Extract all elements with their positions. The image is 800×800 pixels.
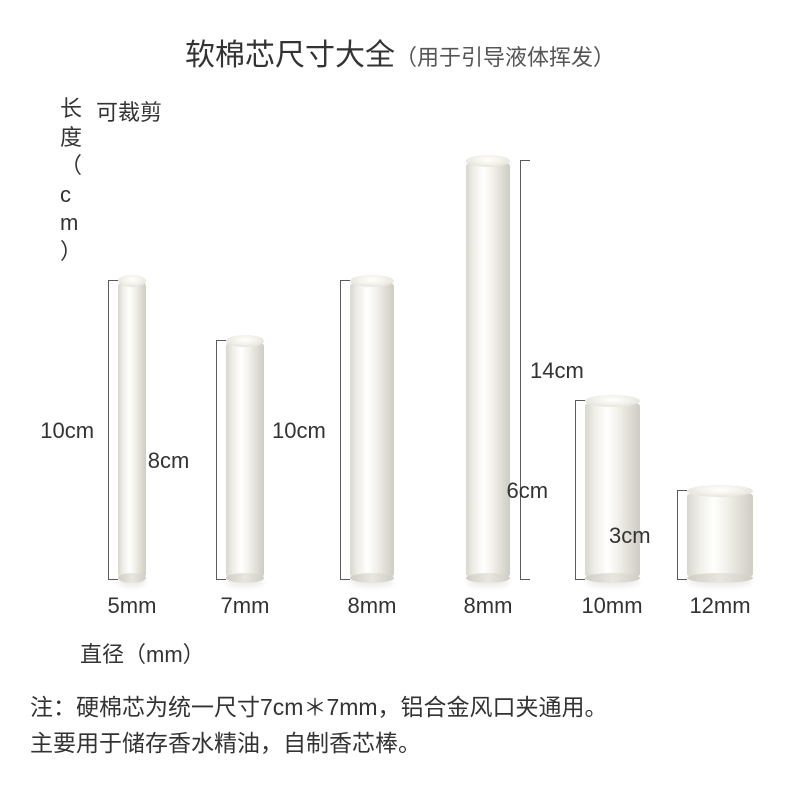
diameter-label: 7mm bbox=[221, 593, 270, 619]
dimension-bracket bbox=[108, 280, 109, 580]
x-axis-label: 直径（mm） bbox=[80, 637, 205, 669]
dimension-bracket bbox=[340, 280, 341, 580]
length-label: 14cm bbox=[530, 358, 584, 384]
diameter-label: 8mm bbox=[348, 593, 397, 619]
dimension-bracket bbox=[216, 340, 217, 580]
diameter-label: 12mm bbox=[689, 593, 750, 619]
cylinder bbox=[226, 340, 265, 580]
diameter-label: 5mm bbox=[108, 593, 157, 619]
footnote: 注：硬棉芯为统一尺寸7cm＊7mm，铝合金风口夹通用。 主要用于储存香水精油，自… bbox=[30, 690, 770, 761]
length-label: 3cm bbox=[609, 523, 651, 549]
cylinder-body bbox=[585, 400, 640, 580]
length-label: 10cm bbox=[272, 418, 326, 444]
cylinder bbox=[687, 490, 753, 580]
dimension-bracket bbox=[520, 160, 521, 580]
cylinder-body bbox=[118, 280, 146, 580]
cylinder bbox=[118, 280, 146, 580]
cylinder-body bbox=[466, 160, 510, 580]
length-label: 10cm bbox=[40, 418, 94, 444]
cylinder-body bbox=[687, 490, 753, 580]
cylinder bbox=[350, 280, 394, 580]
length-label: 6cm bbox=[507, 478, 549, 504]
dimension-bracket bbox=[677, 490, 678, 580]
diameter-label: 10mm bbox=[581, 593, 642, 619]
footnote-line1: 注：硬棉芯为统一尺寸7cm＊7mm，铝合金风口夹通用。 bbox=[30, 694, 608, 720]
length-label: 8cm bbox=[148, 448, 190, 474]
dimension-bracket bbox=[575, 400, 576, 580]
cylinder-body bbox=[350, 280, 394, 580]
cylinder bbox=[585, 400, 640, 580]
diameter-label: 8mm bbox=[464, 593, 513, 619]
cylinder bbox=[466, 160, 510, 580]
size-chart: 10cm 5mm 8cm 7mm 10cm 8mm 14cm 8mm 6cm 10mm 3cm 12m… bbox=[0, 0, 800, 800]
footnote-line2: 主要用于储存香水精油，自制香芯棒。 bbox=[30, 730, 421, 756]
cylinder-body bbox=[226, 340, 265, 580]
